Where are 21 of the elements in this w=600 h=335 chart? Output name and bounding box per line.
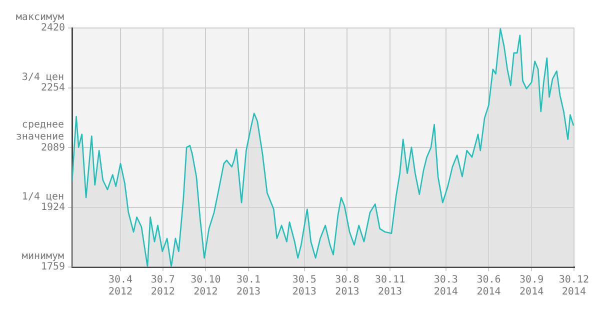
x-tick-label: 30.12 2014	[558, 274, 589, 298]
x-tick-label: 30.9 2014	[520, 274, 544, 298]
text: 3/4 цен	[22, 72, 64, 84]
x-tick-label: 30.7 2012	[150, 274, 175, 298]
x-tick-label: 30.6 2014	[476, 274, 501, 298]
y-tick-label: 2420	[40, 22, 66, 34]
x-tick-label: 30.11 2013	[374, 274, 406, 298]
text: минимум	[22, 251, 64, 262]
x-tick-label: 30.3 2014	[434, 274, 458, 298]
y-tick-label: 1924	[40, 202, 66, 213]
x-tick-label: 30.10 2012	[190, 274, 221, 298]
y-tick-label: 2254	[40, 82, 66, 94]
text: максимум	[16, 12, 64, 23]
x-tick-label: 30.1 2013	[236, 274, 261, 298]
text: 1/4 цен	[22, 191, 64, 202]
y-tick-label: 2089	[40, 142, 66, 154]
text: среднее значение	[16, 120, 64, 143]
x-tick-label: 30.8 2013	[335, 274, 360, 298]
y-tick-label: 1759	[40, 262, 66, 273]
x-tick-label: 30.5 2013	[292, 274, 316, 298]
x-tick-label: 30.4 2012	[108, 274, 133, 298]
